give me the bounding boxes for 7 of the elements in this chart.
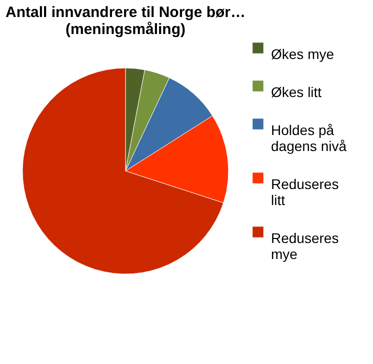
legend-label: Reduseres mye (271, 230, 339, 262)
text: (meningsmåling) (65, 21, 186, 38)
legend-label: Økes litt (271, 84, 322, 100)
legend-label: Økes mye (271, 46, 334, 62)
text: Antall innvandrere til Norge bør… (5, 4, 246, 21)
legend-label: Reduseres litt (271, 176, 339, 208)
legend-label: Holdes på dagens nivå (271, 122, 347, 154)
